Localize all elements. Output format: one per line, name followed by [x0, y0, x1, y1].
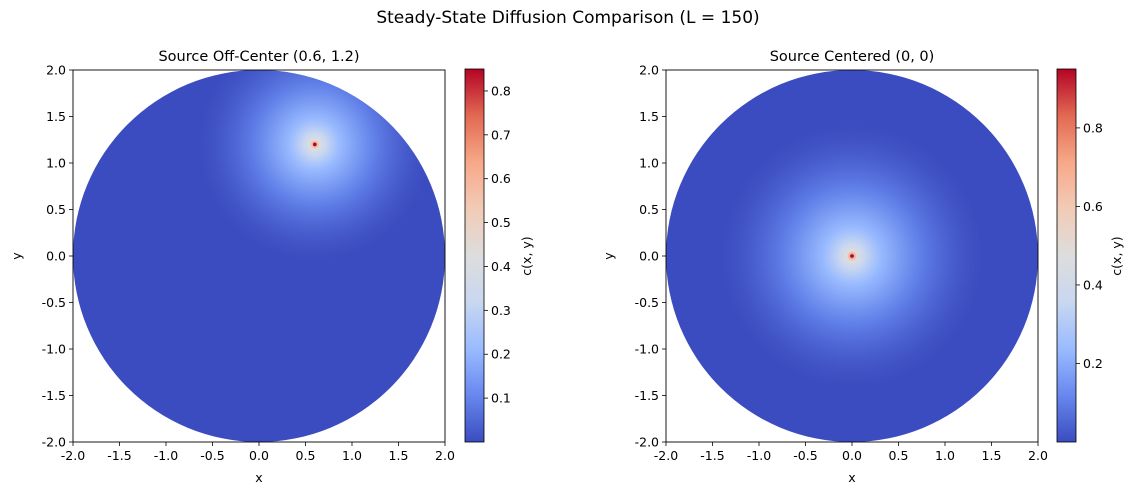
y-tick-label: 1.5 — [639, 109, 659, 124]
colorbar-tick-label: 0.3 — [491, 303, 511, 318]
x-tick-label: -0.5 — [793, 448, 817, 463]
x-tick-label: 1.5 — [982, 448, 1002, 463]
y-axis-label: y — [9, 252, 24, 260]
y-tick-label: 1.5 — [46, 109, 66, 124]
x-tick-label: -1.5 — [700, 448, 724, 463]
x-tick-label: 0.0 — [249, 448, 269, 463]
y-axis-ticks: 2.0 1.5 1.0 0.5 0.0 -0.5 -1.0 -1.5 -2.0 — [42, 63, 73, 450]
x-tick-label: -2.0 — [61, 448, 85, 463]
x-tick-label: 1.0 — [342, 448, 362, 463]
colorbar-tick-label: 0.4 — [491, 259, 511, 274]
y-tick-label: -1.5 — [42, 388, 66, 403]
x-tick-label: 2.0 — [1028, 448, 1048, 463]
x-tick-label: 1.5 — [389, 448, 409, 463]
y-tick-label: 2.0 — [639, 63, 659, 78]
colorbar-tick-label: 0.8 — [491, 83, 511, 98]
x-axis-ticks: -2.0 -1.5 -1.0 -0.5 0.0 0.5 1.0 1.5 2.0 — [61, 442, 455, 463]
y-tick-label: 0.5 — [46, 202, 66, 217]
heatmap-image — [73, 70, 445, 442]
colorbar-frame — [464, 68, 485, 443]
colorbar-tick-label: 0.2 — [491, 347, 511, 362]
x-tick-label: 0.5 — [889, 448, 909, 463]
colorbar-tick-label: 0.6 — [1083, 199, 1103, 214]
y-tick-label: 2.0 — [46, 63, 66, 78]
y-axis-label: y — [601, 252, 616, 260]
colorbar-tick-label: 0.7 — [491, 127, 511, 142]
x-tick-label: -1.5 — [107, 448, 131, 463]
colorbar: 0.8 0.7 0.6 0.5 0.4 0.3 0.2 0.1 — [464, 68, 511, 443]
y-tick-label: -2.0 — [635, 435, 659, 450]
plot-panel-right: Source Centered (0, 0) -2.0 -1.5 -1.0 -0.5 0… — [601, 49, 1124, 485]
colorbar-gradient — [465, 69, 484, 442]
y-tick-label: -0.5 — [635, 295, 659, 310]
colorbar-tick-label: 0.6 — [491, 171, 511, 186]
y-tick-label: -0.5 — [42, 295, 66, 310]
panel-title: Source Centered (0, 0) — [770, 49, 935, 65]
x-tick-label: -2.0 — [654, 448, 678, 463]
colorbar-label: c(x, y) — [519, 236, 534, 275]
source-point — [313, 142, 317, 147]
colorbar-gradient — [1057, 69, 1076, 442]
plot-panel-left: Source Off-Center (0.6, 1.2) -2.0 -1.5 -1.… — [9, 49, 534, 485]
x-axis-ticks: -2.0 -1.5 -1.0 -0.5 0.0 0.5 1.0 1.5 2.0 — [654, 442, 1048, 463]
x-axis-label: x — [848, 470, 855, 485]
y-tick-label: 1.0 — [639, 156, 659, 171]
y-tick-label: -2.0 — [42, 435, 66, 450]
y-tick-label: 0.0 — [639, 249, 659, 264]
colorbar: 0.8 0.6 0.4 0.2 — [1056, 68, 1103, 443]
y-tick-label: -1.0 — [635, 342, 659, 357]
x-tick-label: 0.5 — [296, 448, 316, 463]
panel-title: Source Off-Center (0.6, 1.2) — [158, 49, 359, 65]
x-tick-label: -1.0 — [747, 448, 771, 463]
figure-title: Steady-State Diffusion Comparison (L = 1… — [376, 8, 760, 28]
x-tick-label: 2.0 — [435, 448, 455, 463]
x-tick-label: 1.0 — [935, 448, 955, 463]
x-tick-label: 0.0 — [842, 448, 862, 463]
y-tick-label: -1.0 — [42, 342, 66, 357]
y-tick-label: 0.5 — [639, 202, 659, 217]
x-tick-label: -1.0 — [154, 448, 178, 463]
y-tick-label: 1.0 — [46, 156, 66, 171]
concentration-glow — [73, 70, 445, 442]
colorbar-tick-label: 0.1 — [491, 391, 511, 406]
y-tick-label: -1.5 — [635, 388, 659, 403]
colorbar-tick-label: 0.2 — [1083, 356, 1103, 371]
colorbar-tick-label: 0.8 — [1083, 120, 1103, 135]
y-axis-ticks: 2.0 1.5 1.0 0.5 0.0 -0.5 -1.0 -1.5 -2.0 — [635, 63, 666, 450]
y-tick-label: 0.0 — [46, 249, 66, 264]
heatmap-image — [666, 70, 1038, 442]
colorbar-tick-label: 0.5 — [491, 215, 511, 230]
x-tick-label: -0.5 — [200, 448, 224, 463]
colorbar-label: c(x, y) — [1109, 236, 1124, 275]
colorbar-tick-label: 0.4 — [1083, 277, 1103, 292]
x-axis-label: x — [255, 470, 262, 485]
colorbar-frame — [1056, 68, 1077, 443]
source-point — [850, 254, 854, 258]
